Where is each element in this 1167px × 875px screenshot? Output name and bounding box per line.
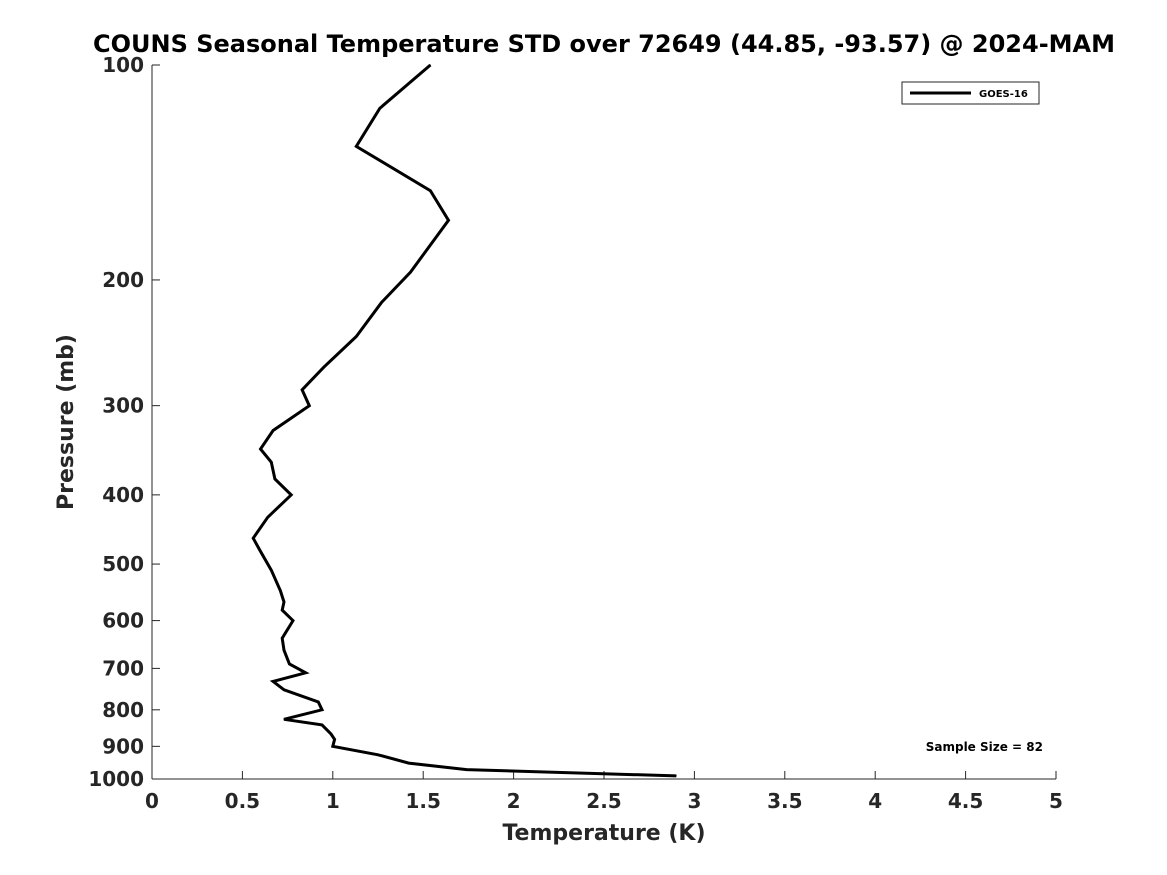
x-tick-label: 0 (145, 789, 159, 813)
y-axis-label: Pressure (mb) (54, 334, 79, 510)
data-point (272, 430, 274, 431)
data-point (410, 271, 411, 273)
data-point (429, 190, 431, 192)
x-tick-label: 2.5 (586, 789, 621, 813)
data-point (252, 537, 254, 539)
y-tick-label: 400 (102, 483, 144, 507)
data-point (283, 601, 285, 603)
x-tick-label: 3 (687, 789, 701, 813)
data-point (317, 701, 319, 703)
y-ticks: 100 200 300 400 500 600 700 800 900 1000 (88, 53, 160, 791)
series-layer (251, 63, 677, 778)
data-point (283, 649, 285, 651)
x-tick-label: 1 (326, 789, 340, 813)
data-point (283, 718, 285, 720)
data-point (332, 745, 334, 747)
x-axis-label: Temperature (K) (502, 821, 705, 846)
data-point (270, 461, 272, 463)
data-point (272, 680, 274, 682)
data-point (323, 366, 325, 368)
y-tick-label: 600 (102, 609, 144, 633)
legend: GOES-16 (901, 81, 1040, 105)
legend-entry-goes-16: GOES-16 (979, 89, 1028, 100)
data-point (429, 64, 431, 66)
y-tick-label: 1000 (88, 767, 144, 791)
data-point (267, 516, 269, 518)
data-point (408, 762, 410, 764)
data-point (288, 663, 290, 665)
data-point (379, 107, 381, 109)
x-tick-label: 0.5 (225, 789, 260, 813)
data-point (675, 775, 677, 777)
data-point (305, 672, 307, 674)
y-tick-label: 700 (102, 656, 144, 680)
y-tick-label: 800 (102, 698, 144, 722)
data-point (301, 389, 303, 391)
data-point (292, 620, 294, 622)
data-point (290, 494, 292, 496)
x-tick-label: 4.5 (948, 789, 983, 813)
data-point (355, 145, 357, 147)
data-point (355, 336, 357, 337)
x-tick-label: 2 (507, 789, 521, 813)
series-line-goes-16 (251, 63, 677, 778)
x-tick-label: 4 (868, 789, 882, 813)
data-point (260, 550, 261, 552)
data-point (260, 448, 261, 450)
x-tick-label: 3.5 (767, 789, 802, 813)
y-tick-label: 300 (102, 394, 144, 418)
data-point (321, 709, 323, 711)
x-tick-label: 5 (1049, 789, 1063, 813)
data-point (308, 405, 310, 407)
y-tick-label: 900 (102, 734, 144, 758)
data-point (274, 478, 276, 480)
sample-size-annotation: Sample Size = 82 (926, 740, 1043, 754)
x-ticks: 0 0.5 1 1.5 2 2.5 3 3.5 4 4.5 5 (145, 771, 1063, 813)
y-tick-label: 200 (102, 268, 144, 292)
data-point (281, 609, 283, 611)
data-point (321, 724, 323, 726)
data-point (279, 590, 281, 592)
chart-title: COUNS Seasonal Temperature STD over 7264… (93, 30, 1115, 58)
data-point (330, 733, 332, 735)
data-point (377, 754, 379, 756)
data-point (381, 301, 383, 303)
data-point (466, 769, 468, 771)
x-tick-label: 1.5 (405, 789, 440, 813)
data-point (281, 637, 283, 639)
data-point (270, 569, 272, 571)
data-point (283, 689, 285, 691)
data-point (448, 219, 449, 221)
y-tick-label: 500 (102, 552, 144, 576)
data-point (334, 738, 336, 740)
y-tick-label: 100 (102, 53, 144, 77)
